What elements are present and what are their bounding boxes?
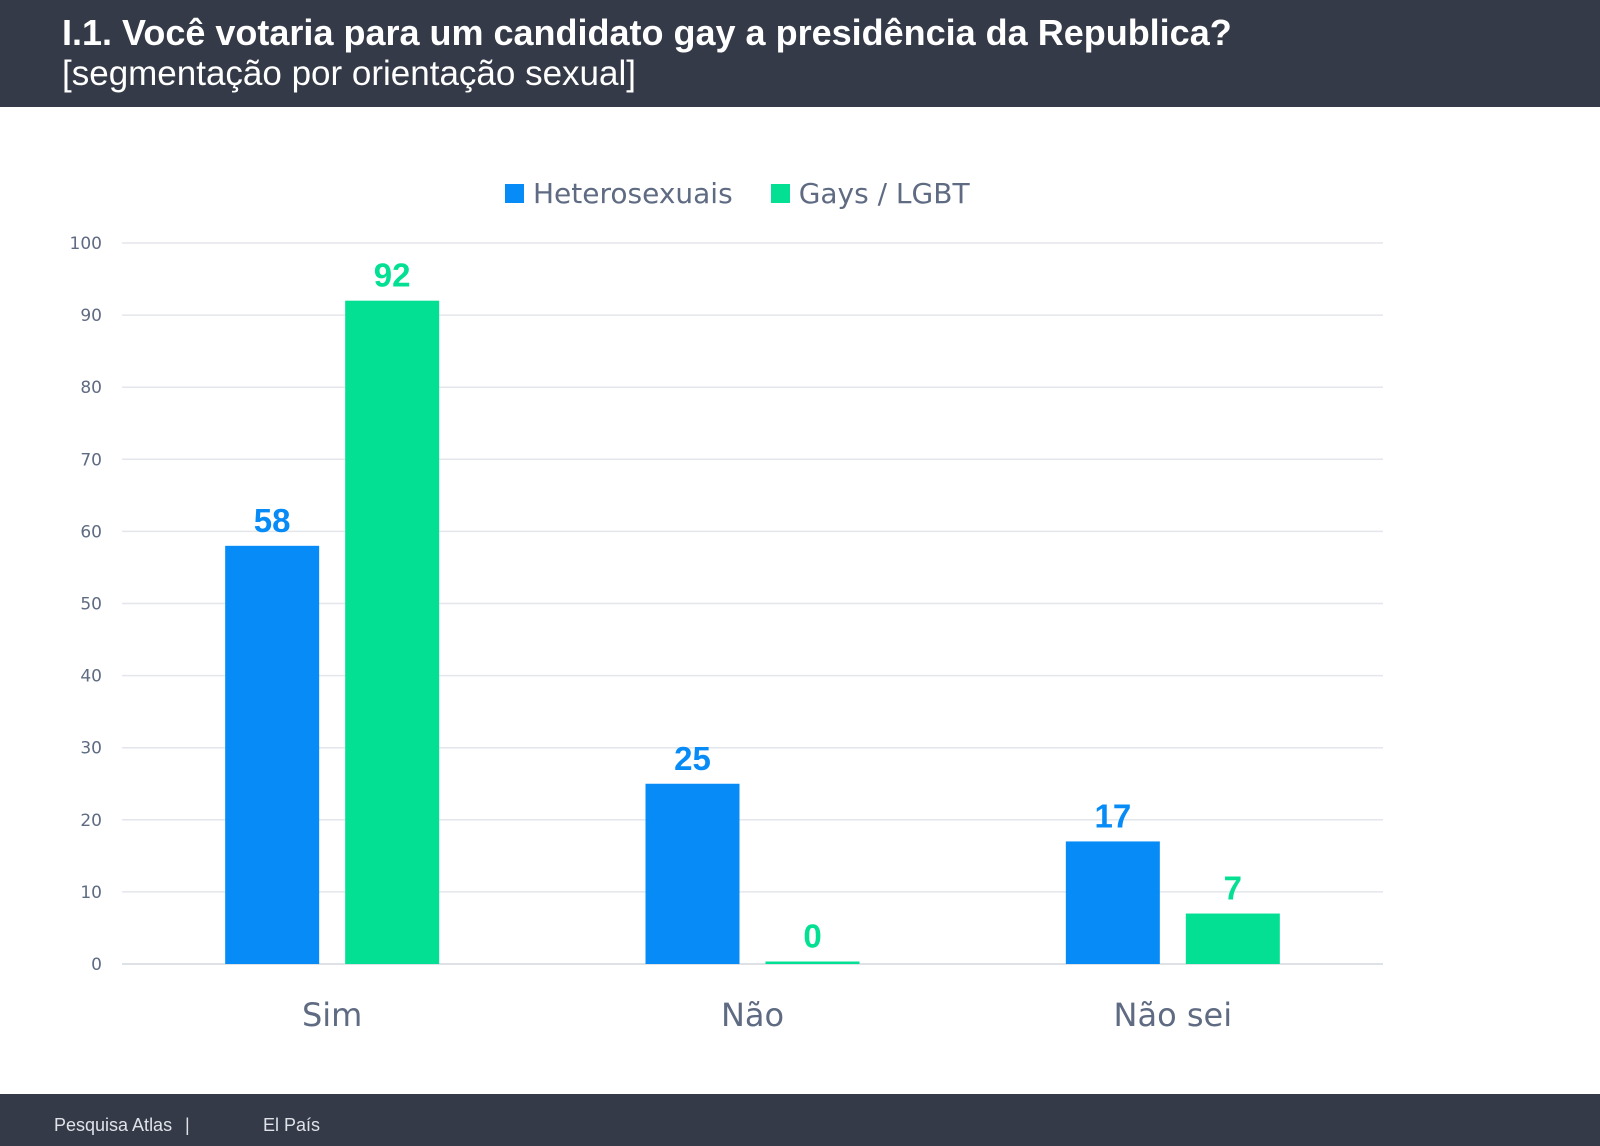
y-tick-label: 80 bbox=[80, 378, 102, 398]
x-tick-label: Não bbox=[721, 996, 784, 1034]
data-label: 58 bbox=[254, 502, 291, 539]
y-tick-label: 60 bbox=[80, 522, 102, 542]
data-label: 17 bbox=[1094, 797, 1131, 834]
bar bbox=[225, 545, 320, 964]
x-tick-label: Não sei bbox=[1114, 996, 1233, 1034]
y-tick-label: 90 bbox=[80, 306, 102, 326]
header-bar: I.1. Você votaria para um candidato gay … bbox=[0, 0, 1600, 107]
footer-bar: Pesquisa Atlas | El País bbox=[0, 1094, 1600, 1146]
footer-separator: | bbox=[185, 1115, 190, 1135]
bar bbox=[1065, 841, 1160, 964]
data-label: 92 bbox=[374, 257, 411, 294]
chart-title: I.1. Você votaria para um candidato gay … bbox=[62, 12, 1232, 53]
data-label: 7 bbox=[1224, 870, 1242, 907]
y-tick-label: 50 bbox=[80, 595, 102, 615]
bar bbox=[765, 961, 860, 964]
y-tick-label: 20 bbox=[80, 811, 102, 831]
y-tick-label: 0 bbox=[91, 955, 102, 975]
chart-subtitle: [segmentação por orientação sexual] bbox=[62, 54, 636, 93]
legend-label-heterosexuais: Heterosexuais bbox=[533, 176, 733, 210]
footer-source: Pesquisa Atlas bbox=[54, 1115, 173, 1135]
bar bbox=[345, 300, 440, 964]
bar bbox=[645, 783, 740, 964]
legend-item-gays-lgbt: Gays / LGBT bbox=[770, 176, 970, 210]
y-tick-label: 10 bbox=[80, 883, 102, 903]
y-tick-label: 30 bbox=[80, 739, 102, 759]
data-label: 0 bbox=[803, 918, 821, 955]
legend-swatch-heterosexuais bbox=[505, 183, 524, 203]
y-tick-label: 100 bbox=[70, 234, 102, 254]
bar bbox=[1185, 913, 1280, 964]
legend-label-gays-lgbt: Gays / LGBT bbox=[798, 176, 970, 210]
y-tick-label: 70 bbox=[80, 450, 102, 470]
data-label: 25 bbox=[674, 740, 711, 777]
y-tick-label: 40 bbox=[80, 667, 102, 687]
footer-publisher: El País bbox=[263, 1115, 321, 1135]
legend: Heterosexuais Gays / LGBT bbox=[505, 173, 1008, 213]
legend-swatch-gays-lgbt bbox=[770, 183, 790, 203]
x-tick-label: Sim bbox=[302, 996, 362, 1034]
legend-item-heterosexuais: Heterosexuais bbox=[505, 177, 733, 210]
